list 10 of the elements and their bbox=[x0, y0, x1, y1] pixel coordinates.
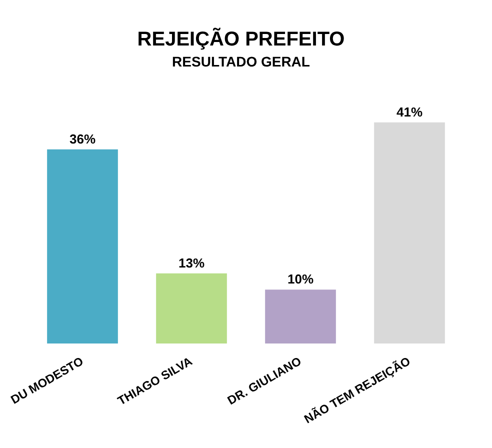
bar bbox=[265, 290, 336, 344]
bar bbox=[156, 273, 227, 344]
chart-subtitle: RESULTADO GERAL bbox=[172, 53, 310, 70]
bar bbox=[47, 149, 118, 344]
bar bbox=[374, 122, 445, 344]
chart-title: REJEIÇÃO PREFEITO bbox=[137, 28, 345, 51]
data-label: 13% bbox=[178, 255, 205, 270]
data-label: 36% bbox=[69, 131, 96, 146]
data-label: 41% bbox=[396, 104, 423, 120]
data-label: 10% bbox=[287, 272, 314, 287]
